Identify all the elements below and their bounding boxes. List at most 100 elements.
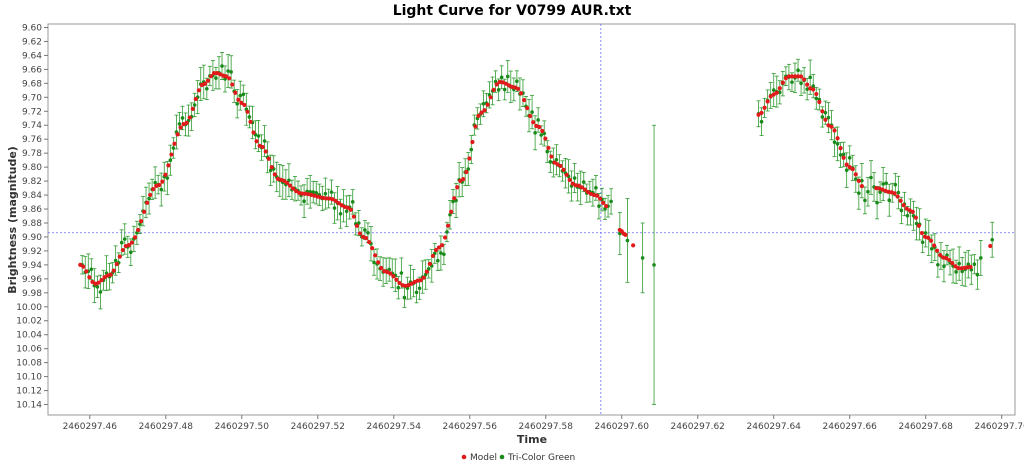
model-point bbox=[193, 96, 198, 102]
model-point bbox=[546, 145, 551, 150]
model-point bbox=[96, 280, 101, 285]
model-point bbox=[765, 99, 770, 104]
observation-point bbox=[597, 204, 601, 208]
model-point bbox=[148, 192, 153, 198]
x-tick-label: 2460297.68 bbox=[899, 422, 954, 432]
model-point bbox=[631, 243, 636, 248]
model-point bbox=[762, 105, 767, 110]
model-point bbox=[287, 183, 293, 188]
model-point bbox=[771, 92, 776, 97]
model-point bbox=[245, 109, 250, 114]
model-point bbox=[789, 74, 795, 79]
observation-point bbox=[881, 182, 885, 186]
model-point bbox=[111, 268, 116, 273]
model-point bbox=[445, 223, 451, 228]
observation-point bbox=[896, 190, 901, 195]
observation-point bbox=[505, 74, 510, 79]
observation-point bbox=[990, 237, 995, 242]
y-tick-label: 9.64 bbox=[22, 51, 42, 61]
model-point bbox=[357, 231, 363, 236]
model-point bbox=[604, 203, 609, 209]
observation-point bbox=[790, 80, 794, 84]
model-point bbox=[564, 172, 569, 177]
model-point bbox=[515, 86, 521, 91]
model-point bbox=[925, 235, 931, 240]
model-point bbox=[366, 239, 372, 245]
observation-point bbox=[847, 156, 852, 160]
observation-point bbox=[192, 103, 197, 107]
y-axis-title: Brightness (magnitude) bbox=[6, 146, 19, 294]
model-point bbox=[379, 265, 384, 271]
model-point bbox=[931, 243, 937, 248]
model-point bbox=[623, 232, 628, 237]
observation-point bbox=[338, 211, 343, 216]
model-point bbox=[269, 165, 274, 170]
observation-point bbox=[366, 230, 370, 235]
model-point bbox=[266, 156, 271, 161]
y-tick-label: 9.60 bbox=[22, 23, 42, 33]
x-tick-label: 2460297.54 bbox=[367, 422, 422, 432]
y-tick-label: 9.96 bbox=[22, 275, 42, 285]
observation-point bbox=[841, 152, 846, 157]
model-point bbox=[242, 102, 247, 108]
model-point bbox=[518, 91, 524, 96]
model-point bbox=[455, 185, 460, 190]
series-tri-color-green bbox=[80, 52, 995, 405]
observation-point bbox=[439, 251, 443, 255]
model-point bbox=[160, 179, 165, 184]
model-point bbox=[895, 194, 900, 199]
observation-point bbox=[838, 153, 843, 157]
y-tick-label: 10.02 bbox=[16, 317, 42, 327]
model-point bbox=[290, 186, 296, 191]
observation-point bbox=[545, 149, 550, 154]
observation-point bbox=[869, 175, 873, 180]
observation-point bbox=[533, 131, 537, 135]
model-point bbox=[87, 275, 92, 280]
observation-point bbox=[402, 295, 407, 300]
y-tick-label: 9.74 bbox=[22, 121, 42, 131]
y-tick-label: 10.04 bbox=[16, 331, 42, 341]
model-point bbox=[521, 97, 527, 103]
observation-point bbox=[954, 270, 958, 274]
model-point bbox=[208, 74, 214, 79]
model-point bbox=[525, 106, 530, 111]
x-tick-label: 2460297.48 bbox=[139, 422, 194, 432]
model-point bbox=[561, 167, 566, 172]
observation-point bbox=[835, 142, 840, 146]
observation-point bbox=[414, 290, 419, 295]
x-tick-label: 2460297.52 bbox=[291, 422, 345, 432]
model-point bbox=[835, 136, 840, 141]
observation-point bbox=[957, 261, 961, 266]
y-tick-label: 9.80 bbox=[22, 163, 42, 173]
model-point bbox=[348, 207, 353, 212]
model-point bbox=[968, 264, 973, 270]
model-point bbox=[898, 198, 903, 203]
observation-point bbox=[177, 122, 182, 126]
y-tick-label: 9.76 bbox=[22, 135, 42, 145]
observation-point bbox=[314, 191, 319, 195]
model-point bbox=[294, 188, 299, 194]
observation-point bbox=[350, 200, 355, 204]
legend-green-label: Tri-Color Green bbox=[507, 453, 575, 463]
observation-point bbox=[853, 177, 858, 181]
observation-point bbox=[399, 271, 404, 275]
x-tick-label: 2460297.58 bbox=[519, 422, 574, 432]
observation-point bbox=[180, 116, 185, 120]
model-point bbox=[913, 215, 918, 220]
model-point bbox=[418, 278, 423, 283]
y-tick-label: 9.90 bbox=[22, 233, 42, 243]
model-point bbox=[461, 177, 466, 182]
model-point bbox=[531, 120, 536, 125]
observation-point bbox=[332, 206, 337, 210]
model-point bbox=[910, 209, 915, 214]
model-point bbox=[805, 82, 810, 87]
observation-point bbox=[241, 92, 246, 97]
model-point bbox=[892, 191, 897, 196]
observation-point bbox=[171, 146, 176, 150]
model-point bbox=[151, 187, 156, 192]
y-axis: 9.60 9.62 9.64 9.66 9.68 9.70 9.72 9.74 9.76 9.78… bbox=[16, 23, 48, 411]
observation-point bbox=[436, 258, 440, 263]
model-point bbox=[494, 82, 499, 87]
observation-point bbox=[625, 238, 630, 243]
